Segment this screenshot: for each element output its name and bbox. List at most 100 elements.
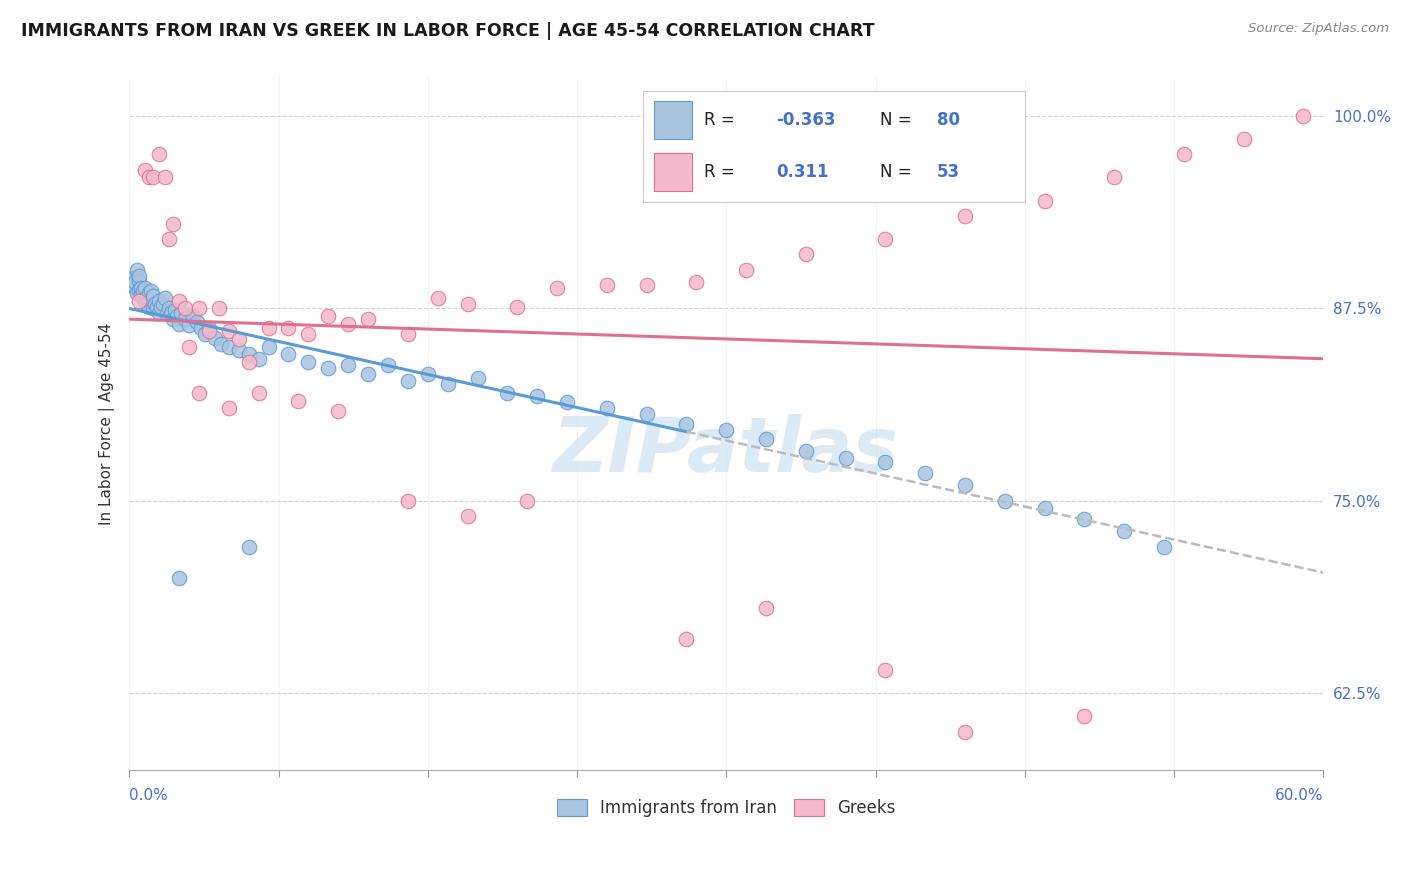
Point xyxy=(190,321,212,335)
Point xyxy=(153,291,176,305)
Point xyxy=(794,444,817,458)
Text: 0.0%: 0.0% xyxy=(129,789,167,804)
Point xyxy=(755,601,778,615)
Point xyxy=(139,293,162,308)
Point xyxy=(914,466,936,480)
Point xyxy=(187,386,209,401)
Point xyxy=(157,301,180,316)
Y-axis label: In Labor Force | Age 45-54: In Labor Force | Age 45-54 xyxy=(100,323,115,524)
Point xyxy=(675,417,697,431)
Point xyxy=(546,281,568,295)
Point xyxy=(124,281,146,295)
Point xyxy=(1073,709,1095,723)
Point xyxy=(357,312,380,326)
Point xyxy=(297,327,319,342)
Point xyxy=(675,632,697,647)
Point xyxy=(128,274,150,288)
Point xyxy=(994,493,1017,508)
Point xyxy=(238,540,260,554)
Point xyxy=(174,312,197,326)
Point xyxy=(257,321,280,335)
Point xyxy=(148,293,170,308)
Point xyxy=(516,493,538,508)
Point xyxy=(377,358,399,372)
Point xyxy=(396,374,419,388)
Point xyxy=(139,285,162,299)
Point xyxy=(834,450,856,465)
Point xyxy=(875,232,897,246)
Point xyxy=(596,401,619,416)
Point xyxy=(357,368,380,382)
Point xyxy=(148,306,170,320)
Point xyxy=(122,270,145,285)
Point xyxy=(636,408,658,422)
Point xyxy=(396,327,419,342)
Point xyxy=(735,262,758,277)
Point xyxy=(794,247,817,261)
Point xyxy=(134,295,156,310)
Point xyxy=(875,455,897,469)
Point xyxy=(153,170,176,185)
Point xyxy=(467,370,489,384)
Point xyxy=(136,291,159,305)
Point xyxy=(685,275,707,289)
Point xyxy=(316,309,339,323)
Point xyxy=(755,432,778,446)
Point xyxy=(177,318,200,333)
Text: ZIPatlas: ZIPatlas xyxy=(554,415,900,489)
Point xyxy=(134,281,156,295)
Point xyxy=(257,340,280,354)
Point xyxy=(129,281,152,295)
Point xyxy=(1153,540,1175,554)
Point xyxy=(186,315,208,329)
Point xyxy=(1104,170,1126,185)
Point xyxy=(238,355,260,369)
Point xyxy=(506,300,529,314)
Point xyxy=(953,724,976,739)
Point xyxy=(148,147,170,161)
Point xyxy=(426,291,449,305)
Point xyxy=(157,232,180,246)
Point xyxy=(416,368,439,382)
Point xyxy=(218,401,240,416)
Point xyxy=(162,217,184,231)
Point xyxy=(1114,524,1136,539)
Point xyxy=(136,296,159,310)
Point xyxy=(166,309,188,323)
Point xyxy=(162,312,184,326)
Point xyxy=(177,340,200,354)
Point xyxy=(328,404,350,418)
Point xyxy=(1233,132,1256,146)
Point xyxy=(496,386,519,401)
Point xyxy=(170,306,193,320)
Point xyxy=(129,287,152,301)
Point xyxy=(208,301,231,316)
Point xyxy=(167,317,190,331)
Point xyxy=(396,493,419,508)
Point xyxy=(526,389,548,403)
Point xyxy=(316,361,339,376)
Point xyxy=(138,285,160,300)
Point xyxy=(953,478,976,492)
Point xyxy=(953,209,976,223)
Point xyxy=(636,278,658,293)
Point xyxy=(160,306,183,320)
Point xyxy=(297,355,319,369)
Point xyxy=(142,170,165,185)
Text: Source: ZipAtlas.com: Source: ZipAtlas.com xyxy=(1249,22,1389,36)
Text: IMMIGRANTS FROM IRAN VS GREEK IN LABOR FORCE | AGE 45-54 CORRELATION CHART: IMMIGRANTS FROM IRAN VS GREEK IN LABOR F… xyxy=(21,22,875,40)
Point xyxy=(152,296,174,310)
Point xyxy=(187,301,209,316)
Point xyxy=(1033,194,1056,208)
Point xyxy=(555,395,578,409)
Point xyxy=(128,283,150,297)
Point xyxy=(247,386,270,401)
Point xyxy=(124,275,146,289)
Point xyxy=(1033,501,1056,516)
Point xyxy=(143,296,166,310)
Point xyxy=(209,336,232,351)
Point xyxy=(127,285,149,300)
Text: 60.0%: 60.0% xyxy=(1275,789,1323,804)
Point xyxy=(127,262,149,277)
Point xyxy=(156,308,179,322)
